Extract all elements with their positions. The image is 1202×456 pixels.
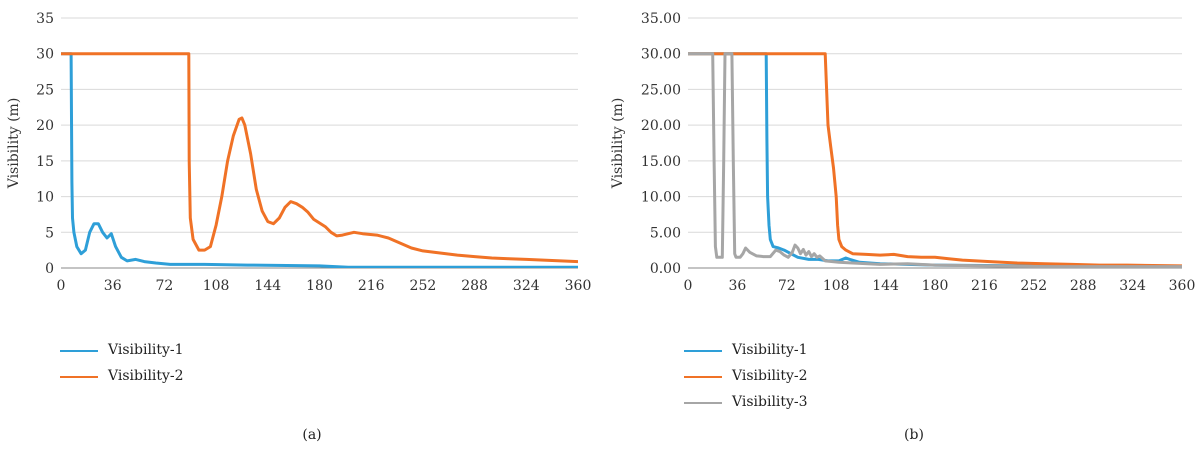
legend-swatch [684, 350, 722, 352]
legend-b: Visibility-1 Visibility-2 Visibility-3 [684, 342, 904, 422]
chart-a-y-tick-label: 15 [36, 154, 54, 170]
chart-a-y-tick-label: 30 [36, 47, 54, 63]
chart-a-x-tick-label: 180 [306, 278, 333, 294]
chart-b-x-tick-label: 36 [728, 278, 746, 294]
chart-b-x-tick-label: 144 [872, 278, 899, 294]
chart-b-y-tick-label: 25.00 [641, 82, 681, 98]
chart-b-x-tick-label: 324 [1119, 278, 1146, 294]
chart-b-series-line-2 [688, 52, 1182, 268]
panel-label-a: (a) [302, 427, 322, 443]
chart-a-x-tick-label: 108 [203, 278, 230, 294]
chart-a-x-tick-label: 288 [461, 278, 488, 294]
chart-a-series-line-1 [61, 52, 578, 268]
chart-a-y-tick-label: 0 [45, 261, 54, 277]
chart-a-x-tick-label: 72 [155, 278, 173, 294]
chart-a-x-tick-label: 252 [410, 278, 437, 294]
chart-b-x-tick-label: 216 [971, 278, 998, 294]
chart-b-svg: 0.00 5.00 10.00 15.00 20.00 25.00 30.00 35.00 0 3… [610, 11, 1196, 320]
panel-label-b: (b) [904, 427, 924, 443]
chart-a-y-tick-label: 5 [45, 225, 54, 241]
chart-b-x-tick-label: 252 [1020, 278, 1047, 294]
chart-a-x-tick-label: 360 [565, 278, 592, 294]
chart-b-x-tick-label: 72 [778, 278, 796, 294]
chart-b-x-tick-label: 360 [1169, 278, 1196, 294]
chart-a-x-tick-label: 216 [358, 278, 385, 294]
chart-a-y-tick-label: 10 [36, 190, 54, 206]
legend-swatch [684, 402, 722, 404]
legend-label: Visibility-1 [108, 342, 184, 358]
chart-a-svg: 0 5 10 15 20 25 30 35 0 36 72 108 144 180 216 252 288 324… [6, 11, 592, 320]
chart-a-y-tick-label: 25 [36, 82, 54, 98]
chart-a-y-axis-title: Visibility (m) [6, 98, 22, 190]
chart-a-x-tick-label: 324 [513, 278, 540, 294]
chart-b-x-tick-label: 180 [922, 278, 949, 294]
chart-a-y-tick-label: 20 [36, 118, 54, 134]
chart-b-x-tick-label: 0 [684, 278, 693, 294]
chart-b-y-tick-label: 20.00 [641, 118, 681, 134]
chart-panel-b: 0.00 5.00 10.00 15.00 20.00 25.00 30.00 35.00 0 3… [602, 0, 1202, 456]
chart-a-x-tick-label: 0 [57, 278, 66, 294]
legend-label: Visibility-1 [732, 342, 808, 358]
chart-b-y-tick-label: 5.00 [650, 225, 681, 241]
legend-label: Visibility-3 [732, 394, 808, 410]
legend-label: Visibility-2 [732, 368, 808, 384]
chart-b-y-tick-label: 30.00 [641, 47, 681, 63]
chart-b-y-tick-label: 0.00 [650, 261, 681, 277]
chart-b-y-tick-label: 35.00 [641, 11, 681, 27]
chart-b-series-line-3 [688, 52, 1182, 268]
chart-a-x-tick-label: 144 [254, 278, 281, 294]
legend-swatch [684, 376, 722, 378]
legend-swatch [60, 376, 98, 378]
chart-panel-a: 0 5 10 15 20 25 30 35 0 36 72 108 144 180 216 252 288 324… [0, 0, 600, 456]
chart-b-y-tick-label: 15.00 [641, 154, 681, 170]
legend-swatch [60, 350, 98, 352]
chart-b-x-tick-label: 288 [1070, 278, 1097, 294]
chart-b-y-tick-label: 10.00 [641, 190, 681, 206]
chart-b-y-axis-title: Visibility (m) [610, 98, 626, 190]
chart-a-y-tick-label: 35 [36, 11, 54, 27]
chart-a-series-line-2 [61, 52, 578, 264]
legend-a: Visibility-1 Visibility-2 [60, 342, 280, 402]
chart-b-series-line-1 [688, 52, 1182, 268]
legend-label: Visibility-2 [108, 368, 184, 384]
chart-a-x-tick-label: 36 [104, 278, 122, 294]
chart-b-x-tick-label: 108 [823, 278, 850, 294]
